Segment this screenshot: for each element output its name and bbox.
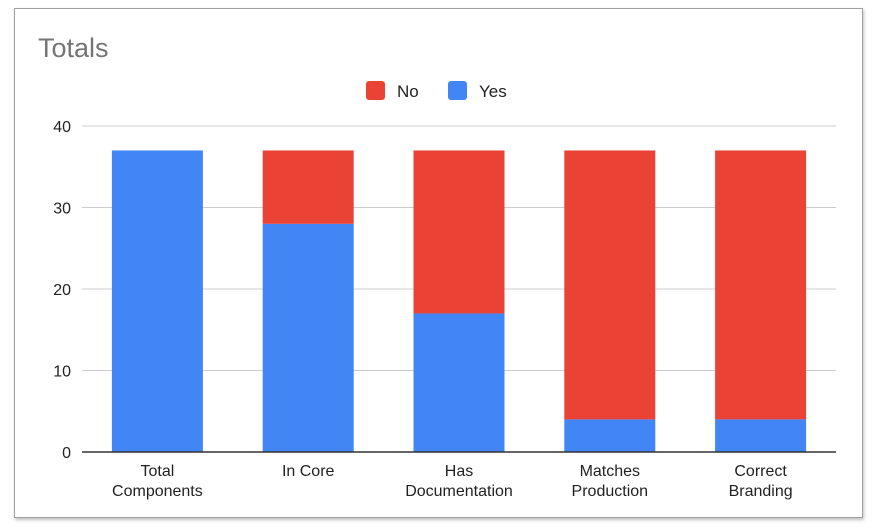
bar-yes-0 xyxy=(111,150,203,452)
legend-swatch-no xyxy=(366,81,385,100)
y-tick-label-40: 40 xyxy=(53,119,71,136)
bar-yes-2 xyxy=(413,313,505,452)
x-tick-label-line: Components xyxy=(112,483,203,500)
x-tick-label-3: Matches Production xyxy=(572,463,649,500)
y-axis: 0 10 20 30 40 xyxy=(53,119,71,462)
bar-no-2 xyxy=(413,150,505,314)
x-tick-label-line: Documentation xyxy=(405,483,513,500)
y-tick-label-0: 0 xyxy=(62,445,71,462)
x-tick-label-line: Correct xyxy=(734,463,787,480)
legend-swatch-yes xyxy=(448,81,467,100)
x-tick-label-2: Has Documentation xyxy=(405,463,513,500)
x-tick-label-line: Branding xyxy=(729,483,793,500)
bar-no-1 xyxy=(262,150,354,224)
y-tick-label-20: 20 xyxy=(53,282,71,299)
chart-bars xyxy=(111,150,807,452)
x-tick-label-line: Total xyxy=(141,463,175,480)
x-tick-label-line: Has xyxy=(445,463,473,480)
bar-no-3 xyxy=(564,150,656,420)
chart-title: Totals xyxy=(38,33,109,63)
x-tick-label-1: In Core xyxy=(282,463,335,480)
x-axis: Total Components In Core Has Documentation Ma… xyxy=(82,451,836,500)
legend-label-yes: Yes xyxy=(479,82,507,101)
x-tick-label-line: Production xyxy=(572,483,649,500)
bar-yes-3 xyxy=(564,419,656,452)
x-tick-label-line: In Core xyxy=(282,463,335,480)
x-tick-label-line: Matches xyxy=(580,463,640,480)
y-tick-label-10: 10 xyxy=(53,364,71,381)
legend-label-no: No xyxy=(397,82,419,101)
bar-no-4 xyxy=(715,150,807,420)
x-tick-label-4: Correct Branding xyxy=(729,463,793,500)
x-tick-label-0: Total Components xyxy=(112,463,203,500)
bar-yes-4 xyxy=(715,419,807,452)
y-tick-label-30: 30 xyxy=(53,201,71,218)
bar-yes-1 xyxy=(262,223,354,452)
chart-legend: No Yes xyxy=(366,81,507,101)
